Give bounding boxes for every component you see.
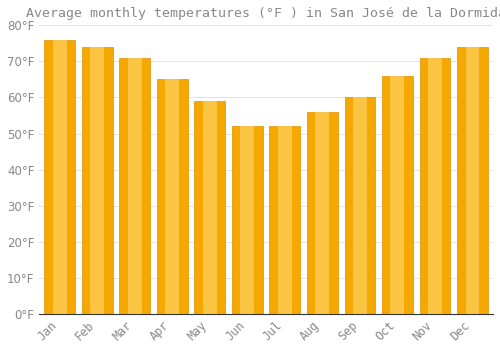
Bar <box>82 47 112 314</box>
Bar <box>307 112 338 314</box>
Bar <box>353 97 367 314</box>
Bar <box>157 79 188 314</box>
Bar <box>428 58 442 314</box>
Bar <box>128 58 142 314</box>
Bar <box>316 112 330 314</box>
Bar <box>203 101 217 314</box>
Bar <box>382 76 413 314</box>
Bar <box>457 47 488 314</box>
Bar <box>53 40 66 314</box>
Bar <box>278 126 292 314</box>
Bar <box>270 126 300 314</box>
Bar <box>240 126 254 314</box>
Bar <box>232 126 262 314</box>
Bar <box>390 76 404 314</box>
Bar <box>166 79 179 314</box>
Bar <box>466 47 479 314</box>
Bar <box>44 40 75 314</box>
Bar <box>120 58 150 314</box>
Bar <box>194 101 225 314</box>
Bar <box>344 97 376 314</box>
Title: Average monthly temperatures (°F ) in San José de la Dormida: Average monthly temperatures (°F ) in Sa… <box>26 7 500 20</box>
Bar <box>420 58 450 314</box>
Bar <box>90 47 104 314</box>
